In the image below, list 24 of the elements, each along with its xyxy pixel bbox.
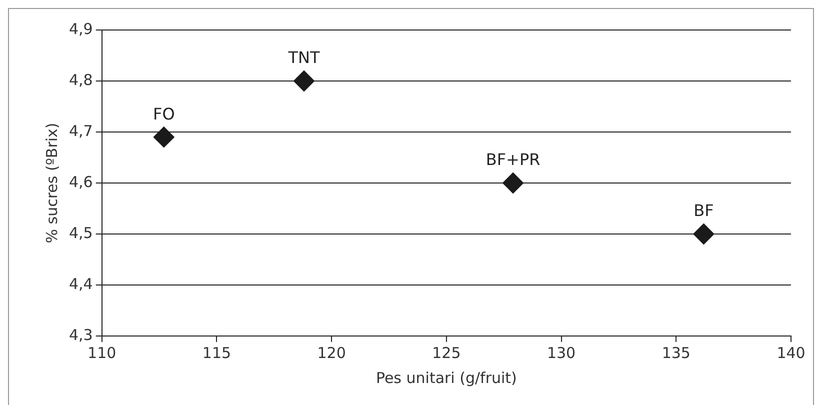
annotation: BF+PR: [486, 150, 540, 170]
point: [502, 172, 524, 194]
y-tick-label: 4,5: [68, 224, 93, 242]
y-tick-label: 4,9: [68, 20, 93, 38]
x-tick-label: 135: [662, 344, 690, 362]
annotation: TNT: [287, 48, 320, 68]
y-tick-label: 4,8: [68, 70, 93, 89]
x-tick-label: 110: [88, 344, 116, 362]
y-tick-label: 4,7: [68, 122, 93, 140]
x-tick-label: 130: [546, 344, 576, 362]
y-axis-title: % sucres (ºBrix): [42, 122, 61, 244]
x-tick-label: 140: [776, 344, 806, 362]
x-tick-label: 125: [432, 344, 461, 362]
annotation: BF: [694, 201, 714, 220]
point: [693, 224, 714, 244]
y-tick-label: 4,6: [68, 172, 93, 191]
y-tick-label: 4,3: [68, 326, 93, 344]
point: [153, 126, 174, 148]
annotation: FO: [152, 104, 175, 124]
x-tick-label: 120: [317, 344, 346, 362]
point: [294, 70, 315, 92]
y-tick-label: 4,4: [68, 274, 93, 293]
x-tick-label: 115: [202, 344, 232, 362]
x-axis-title: Pes unitari (g/fruit): [376, 368, 517, 387]
